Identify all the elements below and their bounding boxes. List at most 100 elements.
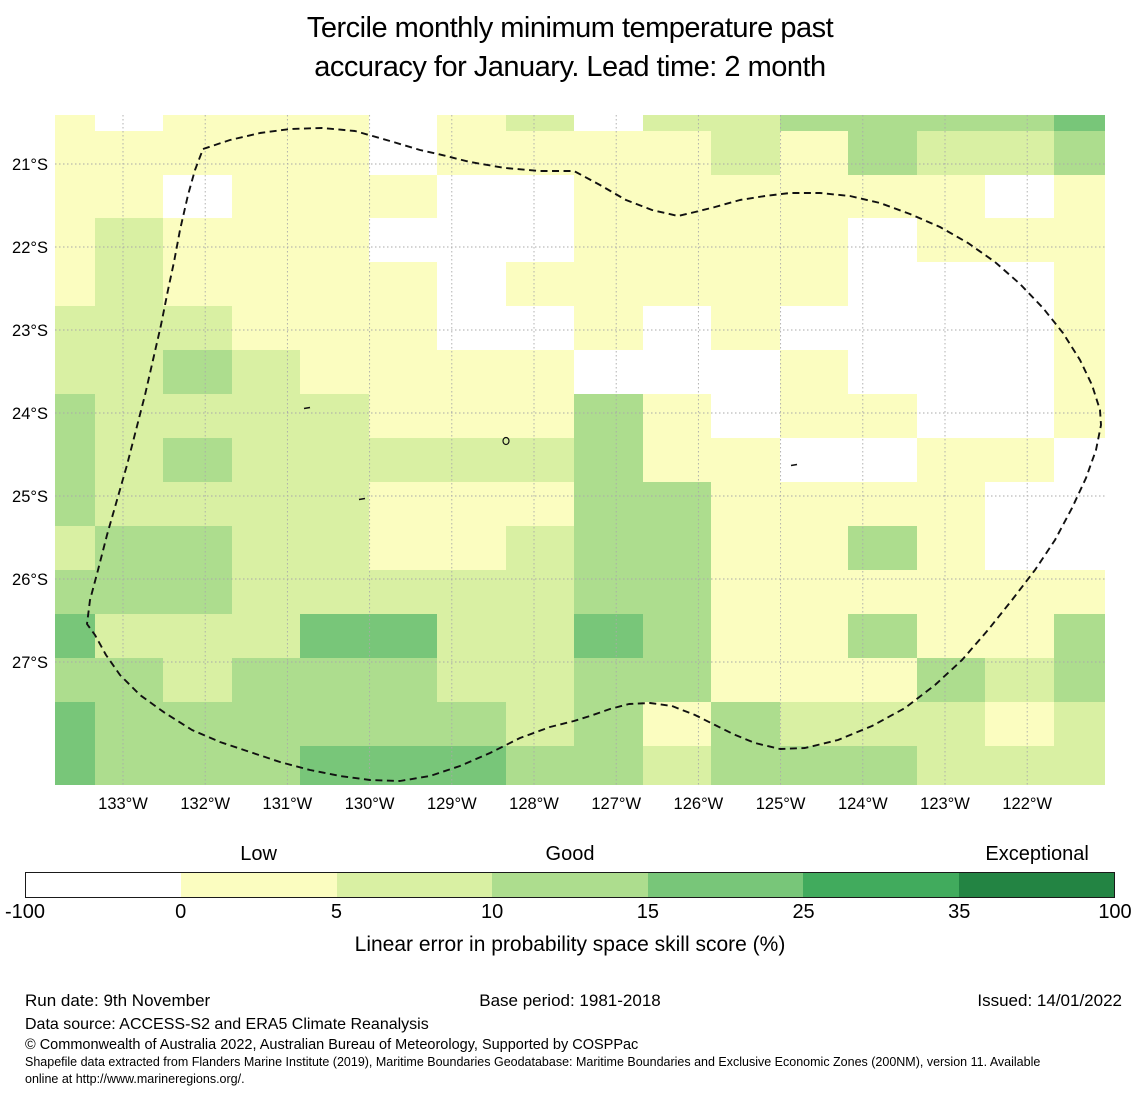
heatmap-cell <box>55 115 95 131</box>
heatmap-cell <box>300 131 369 175</box>
heatmap-cell <box>437 482 506 526</box>
footer-data-source: Data source: ACCESS-S2 and ERA5 Climate … <box>25 1016 429 1033</box>
heatmap-cell <box>300 702 369 746</box>
heatmap-cell <box>232 570 300 614</box>
heatmap-cell <box>574 350 643 394</box>
heatmap-cell <box>848 746 917 785</box>
heatmap-cell <box>506 526 574 570</box>
heatmap-cell <box>917 394 985 438</box>
heatmap-cell <box>232 702 300 746</box>
heatmap-cell <box>711 482 780 526</box>
heatmap-cell <box>574 746 643 785</box>
colorbar-segment <box>181 873 337 897</box>
heatmap-cell <box>917 131 985 175</box>
heatmap-cell <box>917 175 985 218</box>
heatmap-cell <box>711 350 780 394</box>
heatmap-cell <box>369 115 437 131</box>
heatmap-cell <box>369 175 437 218</box>
x-tick-label: 133°W <box>98 795 148 813</box>
heatmap-cell <box>985 115 1054 131</box>
heatmap-cell <box>780 218 848 262</box>
heatmap-cell <box>300 482 369 526</box>
heatmap-cell <box>163 526 232 570</box>
heatmap-cell <box>917 115 985 131</box>
heatmap-cell <box>437 350 506 394</box>
heatmap-cell <box>917 218 985 262</box>
heatmap-cell <box>232 482 300 526</box>
colorbar-tick-label: 5 <box>330 901 342 923</box>
heatmap-cell <box>437 438 506 482</box>
heatmap-cell <box>574 614 643 658</box>
heatmap-cell <box>506 658 574 702</box>
heatmap-cell <box>848 614 917 658</box>
colorbar-segment <box>492 873 648 897</box>
heatmap-cell <box>780 262 848 306</box>
footer-shapefile-line1: Shapefile data extracted from Flanders M… <box>25 1055 1041 1069</box>
heatmap-cell <box>848 115 917 131</box>
heatmap-cell <box>163 394 232 438</box>
heatmap-cell <box>55 306 95 350</box>
heatmap-cell <box>232 306 300 350</box>
heatmap-cell <box>369 218 437 262</box>
colorbar-segment <box>958 873 1114 897</box>
heatmap-cell <box>163 658 232 702</box>
heatmap-cell <box>848 526 917 570</box>
heatmap-cell <box>985 658 1054 702</box>
heatmap-cell <box>163 115 232 131</box>
heatmap-cell <box>95 702 163 746</box>
x-tick-label: 131°W <box>263 795 313 813</box>
heatmap-cell <box>643 115 711 131</box>
heatmap-cell <box>163 570 232 614</box>
heatmap-cell <box>95 658 163 702</box>
x-tick-label: 130°W <box>345 795 395 813</box>
heatmap-cell <box>55 702 95 746</box>
heatmap-cell <box>985 131 1054 175</box>
island-outline <box>502 436 510 446</box>
heatmap-cell <box>1054 218 1105 262</box>
heatmap-cell <box>574 131 643 175</box>
heatmap-cell <box>55 482 95 526</box>
heatmap-cell <box>1054 175 1105 218</box>
heatmap-cell <box>1054 262 1105 306</box>
heatmap-cell <box>369 658 437 702</box>
heatmap-cell <box>95 614 163 658</box>
heatmap-cell <box>506 175 574 218</box>
heatmap-cell <box>780 746 848 785</box>
heatmap-cell <box>232 350 300 394</box>
heatmap-cell <box>506 115 574 131</box>
heatmap-cell <box>574 438 643 482</box>
heatmap-cell <box>95 218 163 262</box>
x-tick-label: 129°W <box>427 795 477 813</box>
heatmap-cell <box>437 394 506 438</box>
heatmap-cell <box>985 570 1054 614</box>
heatmap-cell <box>300 262 369 306</box>
heatmap-cell <box>985 262 1054 306</box>
heatmap-cell <box>55 526 95 570</box>
heatmap-cell <box>848 570 917 614</box>
heatmap-cell <box>95 570 163 614</box>
heatmap-cell <box>232 526 300 570</box>
heatmap-cell <box>780 394 848 438</box>
heatmap-cell <box>574 394 643 438</box>
heatmap-cell <box>163 702 232 746</box>
colorbar-segment <box>647 873 804 897</box>
heatmap-cell <box>506 482 574 526</box>
heatmap-cell <box>95 115 163 131</box>
heatmap-cell <box>848 482 917 526</box>
heatmap-cell <box>917 658 985 702</box>
heatmap-cell <box>711 570 780 614</box>
heatmap-cell <box>55 218 95 262</box>
heatmap-cell <box>232 614 300 658</box>
heatmap-cell <box>1054 131 1105 175</box>
heatmap-cell <box>232 218 300 262</box>
x-tick-label: 127°W <box>591 795 641 813</box>
heatmap-cell <box>985 614 1054 658</box>
colorbar-segment <box>803 873 959 897</box>
heatmap-cell <box>985 746 1054 785</box>
heatmap-cell <box>437 131 506 175</box>
heatmap-cell <box>506 394 574 438</box>
heatmap-cell <box>985 306 1054 350</box>
heatmap-cell <box>506 306 574 350</box>
heatmap-cell <box>1054 702 1105 746</box>
heatmap-cell <box>232 658 300 702</box>
